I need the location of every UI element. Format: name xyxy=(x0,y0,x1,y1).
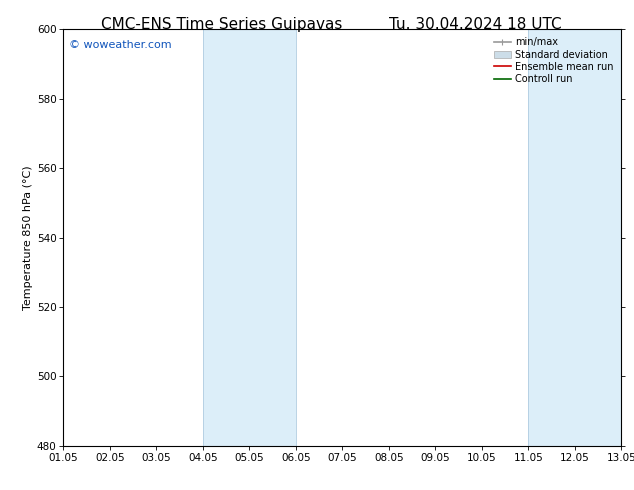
Y-axis label: Temperature 850 hPa (°C): Temperature 850 hPa (°C) xyxy=(23,165,32,310)
Bar xyxy=(203,29,296,446)
Text: © woweather.com: © woweather.com xyxy=(69,40,172,50)
Legend: min/max, Standard deviation, Ensemble mean run, Controll run: min/max, Standard deviation, Ensemble me… xyxy=(491,34,616,87)
Text: Tu. 30.04.2024 18 UTC: Tu. 30.04.2024 18 UTC xyxy=(389,17,562,32)
Bar xyxy=(528,29,621,446)
Text: CMC-ENS Time Series Guipavas: CMC-ENS Time Series Guipavas xyxy=(101,17,342,32)
